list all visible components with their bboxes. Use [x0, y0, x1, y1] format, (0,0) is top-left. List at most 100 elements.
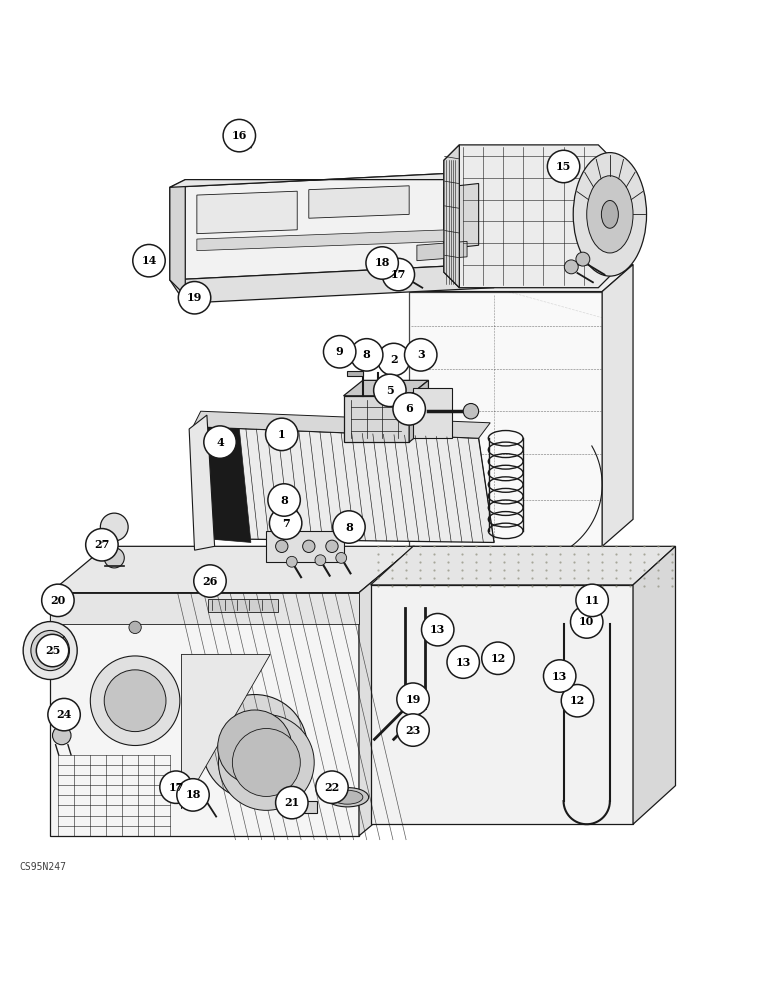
Polygon shape	[409, 380, 428, 442]
Polygon shape	[444, 183, 479, 249]
Circle shape	[397, 270, 409, 282]
Text: 7: 7	[282, 518, 290, 529]
Circle shape	[160, 771, 192, 803]
Text: 10: 10	[579, 616, 594, 627]
Text: 12: 12	[490, 653, 506, 664]
Polygon shape	[344, 396, 409, 442]
Text: 17: 17	[168, 782, 184, 793]
Circle shape	[86, 529, 118, 561]
Circle shape	[482, 642, 514, 674]
Polygon shape	[189, 415, 215, 550]
Circle shape	[286, 556, 297, 567]
Text: 13: 13	[552, 671, 567, 682]
Polygon shape	[344, 380, 428, 396]
Circle shape	[564, 260, 578, 274]
Polygon shape	[197, 230, 448, 251]
Circle shape	[571, 606, 603, 638]
Text: 5: 5	[386, 385, 394, 396]
Text: 21: 21	[284, 797, 300, 808]
Circle shape	[100, 513, 128, 541]
Text: 3: 3	[417, 349, 425, 360]
Circle shape	[227, 131, 239, 143]
Text: 2: 2	[390, 354, 398, 365]
Circle shape	[232, 729, 300, 796]
Polygon shape	[409, 292, 602, 546]
Ellipse shape	[601, 200, 618, 228]
Polygon shape	[193, 411, 490, 438]
Polygon shape	[444, 145, 614, 288]
Polygon shape	[479, 172, 494, 288]
Ellipse shape	[31, 630, 69, 671]
Text: 19: 19	[187, 292, 202, 303]
Text: 16: 16	[232, 130, 247, 141]
Text: 24: 24	[56, 709, 72, 720]
Polygon shape	[193, 427, 494, 542]
Text: 11: 11	[584, 595, 600, 606]
Polygon shape	[266, 531, 344, 562]
Polygon shape	[193, 427, 251, 542]
Text: 14: 14	[141, 255, 157, 266]
Circle shape	[202, 695, 307, 800]
Circle shape	[133, 244, 165, 277]
Text: 6: 6	[405, 403, 413, 414]
Text: 13: 13	[430, 624, 445, 635]
Text: 22: 22	[324, 782, 340, 793]
Circle shape	[36, 634, 69, 667]
Polygon shape	[417, 241, 467, 261]
Circle shape	[374, 374, 406, 407]
Circle shape	[393, 393, 425, 425]
Text: 17: 17	[391, 269, 406, 280]
Text: 8: 8	[280, 494, 288, 506]
Circle shape	[218, 715, 314, 810]
Text: 19: 19	[405, 694, 421, 705]
Bar	[286, 801, 317, 813]
Ellipse shape	[326, 788, 369, 807]
Ellipse shape	[587, 176, 633, 253]
Circle shape	[316, 771, 348, 803]
Polygon shape	[50, 593, 359, 624]
Polygon shape	[444, 145, 459, 288]
Polygon shape	[371, 546, 676, 585]
Polygon shape	[197, 191, 297, 234]
Circle shape	[104, 548, 124, 568]
Circle shape	[366, 247, 398, 279]
Text: 8: 8	[363, 349, 371, 360]
Polygon shape	[413, 388, 452, 438]
Polygon shape	[309, 186, 409, 218]
Circle shape	[276, 786, 308, 819]
Circle shape	[326, 540, 338, 552]
Circle shape	[196, 789, 208, 801]
Circle shape	[422, 613, 454, 646]
Ellipse shape	[332, 790, 363, 804]
Polygon shape	[371, 585, 633, 824]
Circle shape	[384, 257, 396, 269]
Circle shape	[42, 584, 74, 617]
Text: CS95N247: CS95N247	[19, 862, 66, 872]
Circle shape	[333, 511, 365, 543]
Circle shape	[129, 621, 141, 634]
Polygon shape	[181, 654, 270, 809]
Circle shape	[405, 339, 437, 371]
Circle shape	[547, 150, 580, 183]
Text: 18: 18	[374, 257, 390, 268]
Polygon shape	[347, 371, 363, 376]
Circle shape	[276, 540, 288, 552]
Circle shape	[576, 252, 590, 266]
Polygon shape	[409, 265, 633, 292]
Text: 4: 4	[216, 437, 224, 448]
Circle shape	[52, 726, 71, 745]
Text: 18: 18	[185, 789, 201, 800]
Polygon shape	[170, 172, 494, 187]
Circle shape	[178, 779, 190, 792]
Text: 15: 15	[556, 161, 571, 172]
Polygon shape	[208, 599, 278, 612]
Circle shape	[303, 540, 315, 552]
Text: 8: 8	[345, 522, 353, 533]
Circle shape	[382, 258, 415, 291]
Circle shape	[447, 646, 479, 678]
Text: 13: 13	[455, 657, 471, 668]
Polygon shape	[50, 546, 415, 593]
Text: 26: 26	[202, 576, 218, 587]
Text: 25: 25	[45, 645, 60, 656]
Circle shape	[48, 698, 80, 731]
